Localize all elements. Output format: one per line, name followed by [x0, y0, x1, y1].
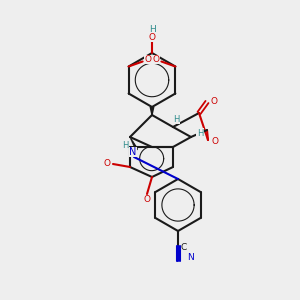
- Text: N: N: [187, 253, 194, 262]
- Text: O: O: [144, 55, 151, 64]
- Text: O: O: [212, 136, 218, 146]
- Text: H: H: [148, 26, 155, 34]
- Text: H: H: [173, 115, 179, 124]
- Polygon shape: [150, 107, 154, 115]
- Text: O: O: [143, 196, 151, 205]
- Text: N: N: [129, 147, 137, 157]
- Text: O: O: [153, 55, 160, 64]
- Text: O: O: [103, 158, 110, 167]
- Text: O: O: [148, 32, 155, 41]
- Text: C: C: [181, 244, 187, 253]
- Text: O: O: [211, 98, 218, 106]
- Text: H: H: [197, 128, 203, 137]
- Text: H: H: [122, 140, 128, 149]
